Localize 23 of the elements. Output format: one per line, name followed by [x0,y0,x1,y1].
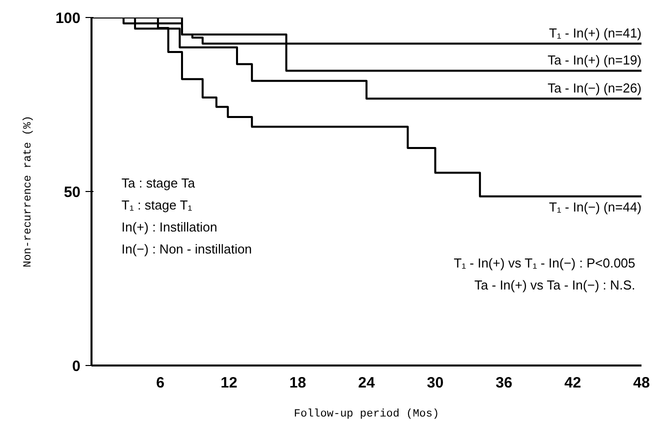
x-tick-label: 42 [564,374,582,392]
x-tick-label: 36 [496,374,512,392]
annotation: Ta - In(+) vs Ta - In(−) : N.S. [474,278,636,292]
x-tick-label: 12 [220,374,238,392]
y-tick-label: 50 [64,184,81,201]
series-label: Ta - In(+) (n=19) [548,52,642,68]
annotation: T₁ - In(+) vs T₁ - In(−) : P<0.005 [454,256,636,270]
y-tick-label: 100 [55,10,81,27]
x-axis-title: Follow-up period (Mos) [294,408,440,420]
x-tick-label: 18 [289,374,306,392]
x-tick-label: 48 [633,374,650,392]
annotation: In(+) : Instillation [122,220,218,234]
series-label: Ta - In(−) (n=26) [548,80,642,96]
x-tick-label: 24 [358,374,376,392]
annotation: In(−) : Non - instillation [122,242,252,256]
annotation: T₁ : stage T₁ [122,198,193,212]
x-tick-label: 30 [426,374,444,392]
y-axis-title: Non-recurrence rate (%) [22,116,34,268]
y-tick-label: 0 [72,358,80,375]
annotation: Ta : stage Ta [122,176,196,190]
x-tick-label: 6 [156,374,164,392]
series-label: T₁ - In(+) (n=41) [548,26,642,41]
series-label: T₁ - In(−) (n=44) [548,199,642,214]
